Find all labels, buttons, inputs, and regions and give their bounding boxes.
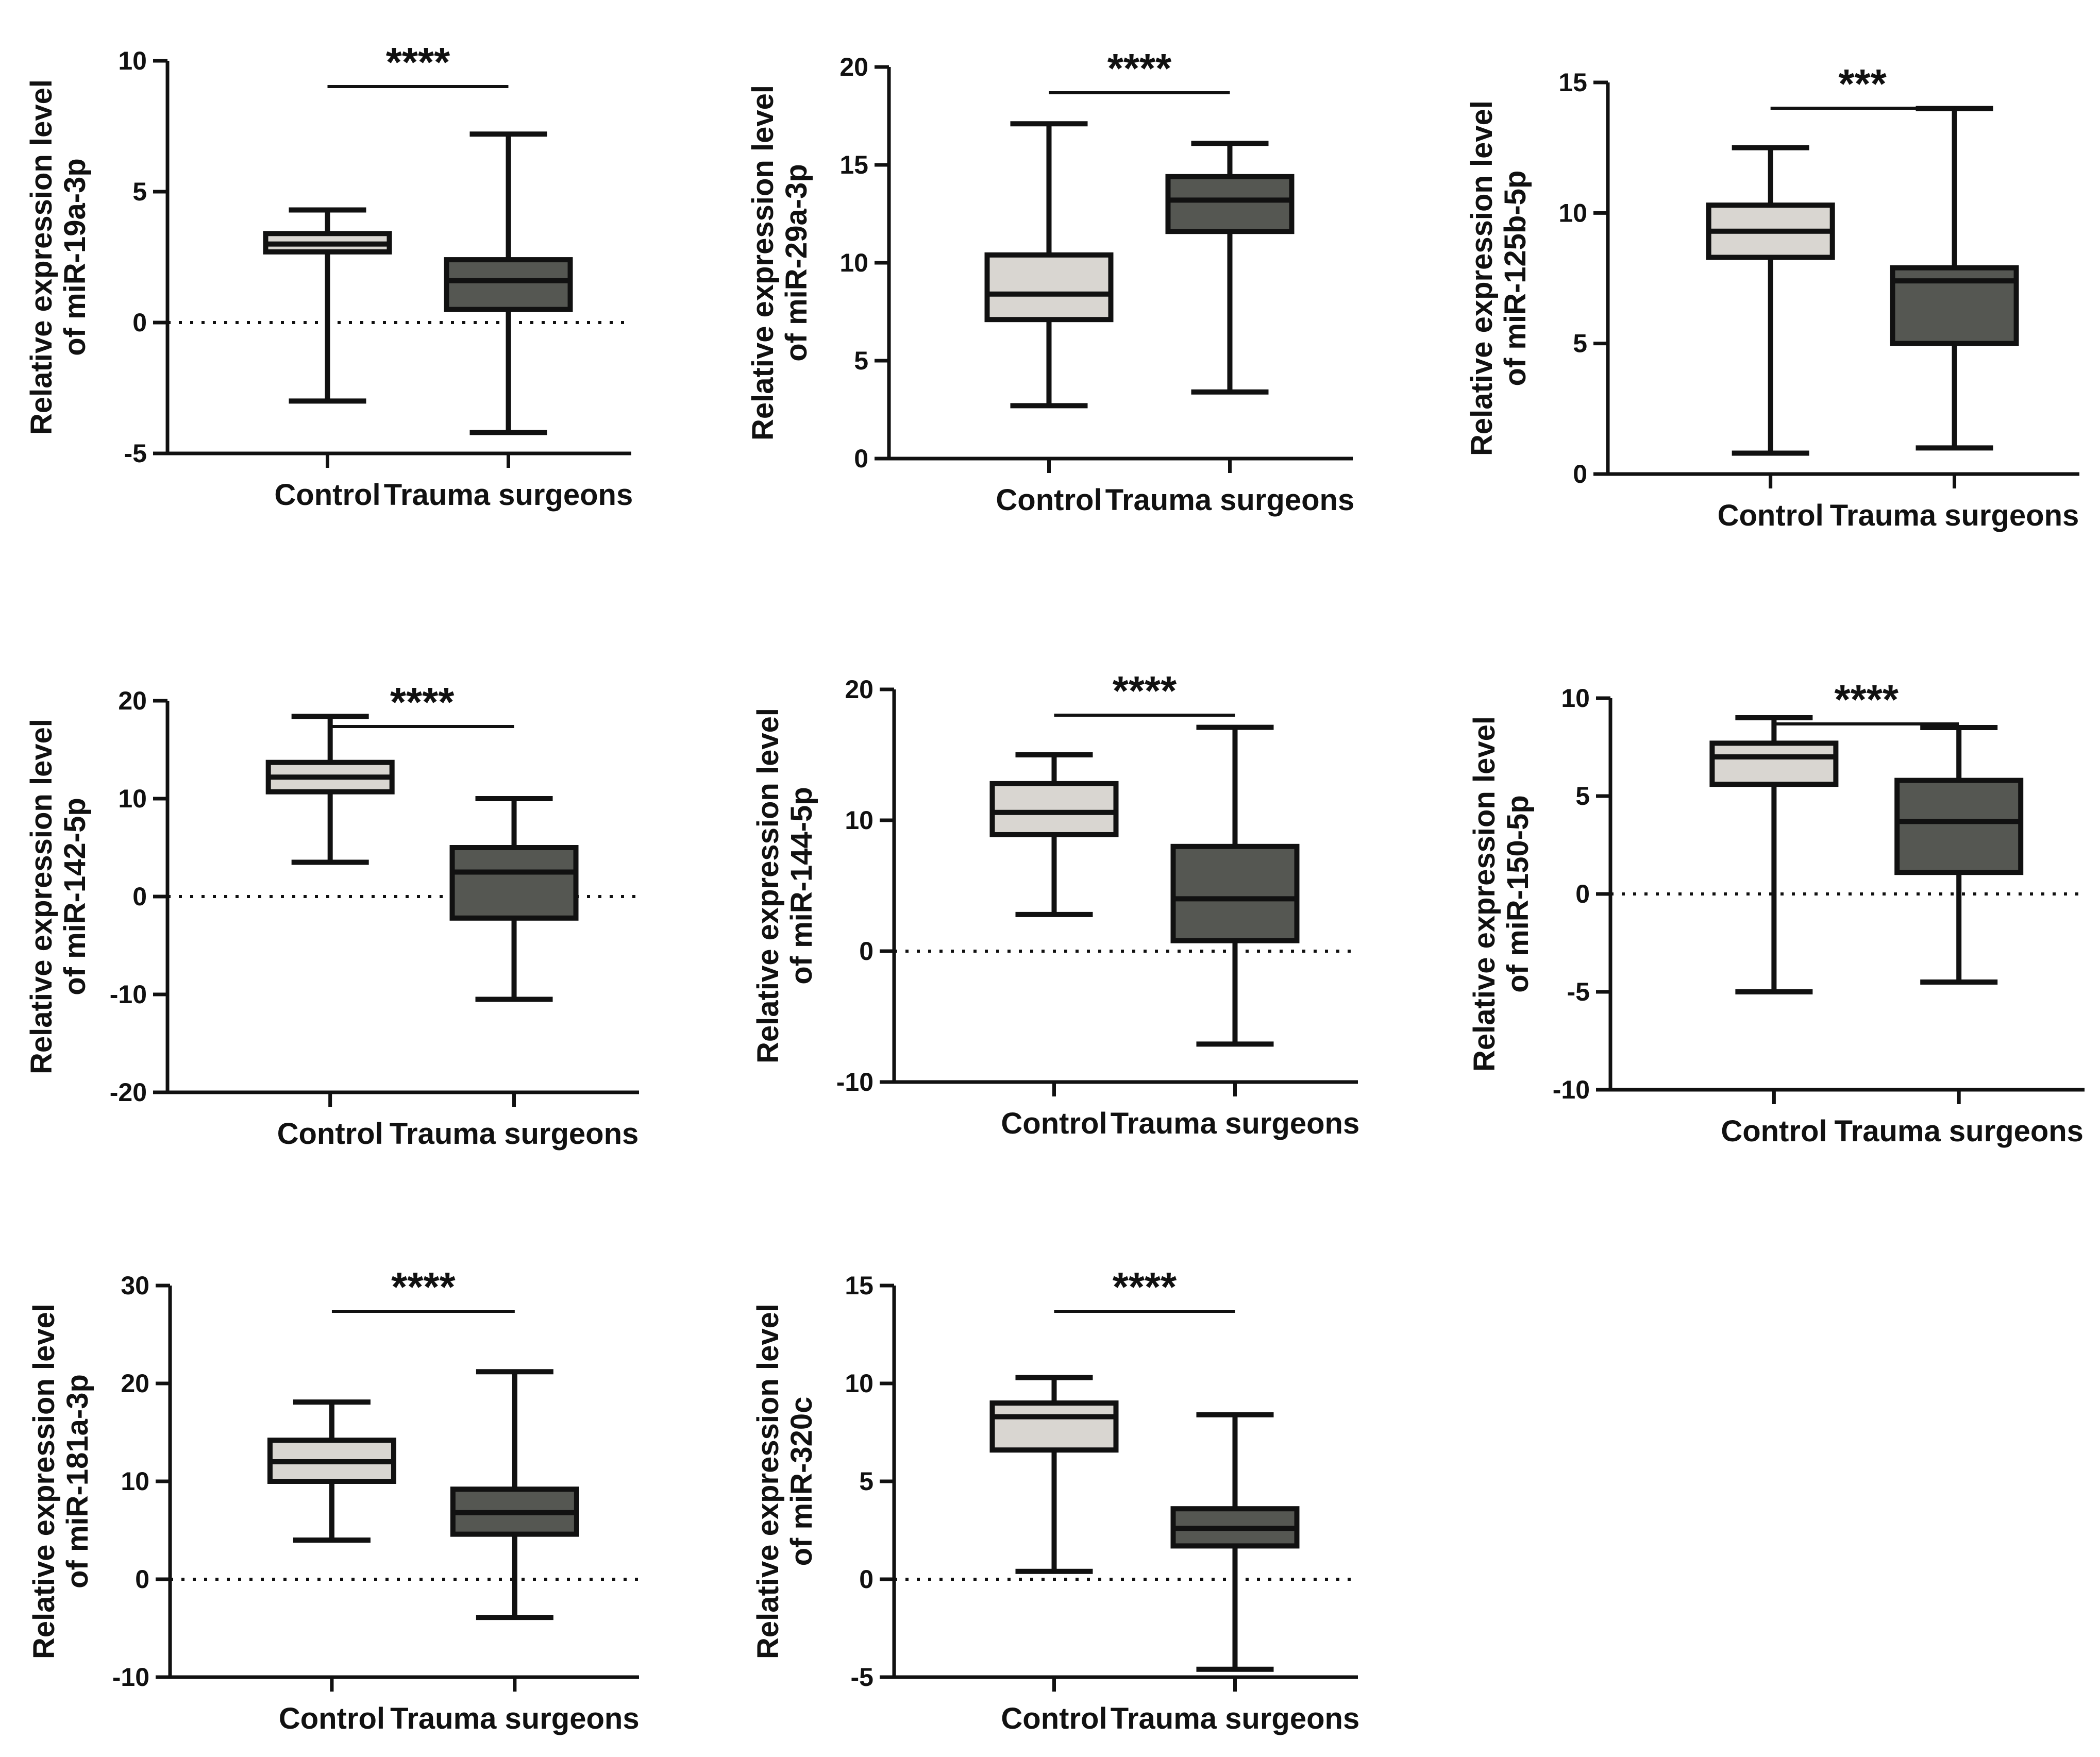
y-tick-label: 5 bbox=[854, 346, 868, 375]
y-axis-title-line2: of miR-29a-3p bbox=[780, 164, 813, 362]
x-category-label: Control bbox=[1001, 1107, 1107, 1140]
y-tick-label: -5 bbox=[124, 439, 147, 468]
y-tick-label: 20 bbox=[845, 675, 873, 704]
y-tick-label: 0 bbox=[859, 937, 873, 966]
significance-stars: **** bbox=[391, 1264, 456, 1310]
iqr-box bbox=[449, 845, 579, 921]
x-category-label: Control bbox=[279, 1702, 385, 1735]
x-category-label: Control bbox=[274, 478, 380, 512]
y-tick-label: 10 bbox=[845, 806, 873, 835]
y-axis-title-line1: Relative expression level bbox=[25, 79, 58, 435]
y-tick-label: 0 bbox=[1575, 880, 1590, 908]
significance-stars: **** bbox=[1113, 1264, 1177, 1310]
y-tick-label: 10 bbox=[845, 1369, 873, 1398]
panel-miR-320c: -5 0 5 10 15 Control Trauma surgeons Relative e… bbox=[751, 1264, 1359, 1735]
iqr-box bbox=[1170, 843, 1300, 943]
significance-stars: **** bbox=[1835, 677, 1899, 722]
y-tick-label: 0 bbox=[135, 1565, 149, 1594]
y-tick-label: 10 bbox=[118, 784, 147, 813]
x-category-label: Trauma surgeons bbox=[1111, 1702, 1359, 1735]
y-axis-title-line2: of miR-125b-5p bbox=[1499, 171, 1532, 386]
x-category-label: Trauma surgeons bbox=[1830, 499, 2079, 532]
y-axis-title-line1: Relative expression level bbox=[751, 1304, 785, 1659]
y-tick-label: 10 bbox=[839, 248, 868, 277]
iqr-box bbox=[989, 1400, 1119, 1453]
panel-miR-125b-5p: 0 5 10 15 Control Trauma surgeons Relative exp… bbox=[1465, 61, 2079, 532]
y-tick-label: -20 bbox=[110, 1078, 147, 1107]
y-tick-label: 20 bbox=[121, 1369, 149, 1398]
panel-miR-144-5p: -10 0 10 20 Control Trauma surgeons Relative e… bbox=[751, 668, 1359, 1140]
y-tick-label: 20 bbox=[839, 53, 868, 81]
y-tick-label: 5 bbox=[859, 1467, 873, 1496]
y-tick-label: 10 bbox=[1558, 198, 1587, 227]
y-tick-label: 20 bbox=[118, 686, 147, 715]
y-axis-title-line1: Relative expression level bbox=[27, 1304, 61, 1659]
significance-stars: **** bbox=[1107, 45, 1172, 91]
panel-miR-150-5p: -10 -5 0 5 10 Control Trauma surgeons Relative … bbox=[1468, 677, 2085, 1148]
panel-miR-142-5p: -20 -10 0 10 20 Control Trauma surgeons Relativ… bbox=[25, 679, 639, 1151]
y-tick-label: -10 bbox=[110, 980, 147, 1009]
y-axis-title-line1: Relative expression level bbox=[1465, 100, 1499, 456]
y-tick-label: -10 bbox=[1553, 1075, 1590, 1104]
significance-stars: *** bbox=[1838, 61, 1887, 107]
y-tick-label: 5 bbox=[1575, 782, 1590, 810]
y-tick-label: 0 bbox=[1573, 460, 1587, 488]
iqr-box bbox=[444, 257, 573, 312]
significance-stars: **** bbox=[386, 39, 450, 85]
x-category-label: Control bbox=[1721, 1114, 1827, 1148]
x-category-label: Trauma surgeons bbox=[390, 1702, 639, 1735]
y-axis-title-line2: of miR-19a-3p bbox=[58, 158, 92, 356]
y-tick-label: 10 bbox=[121, 1467, 149, 1496]
x-category-label: Control bbox=[277, 1117, 383, 1151]
y-axis-title-line2: of miR-144-5p bbox=[785, 787, 818, 985]
iqr-box bbox=[1894, 778, 2024, 875]
iqr-box bbox=[1709, 740, 1839, 787]
y-axis-title-line2: of miR-181a-3p bbox=[61, 1374, 94, 1589]
x-category-label: Control bbox=[1001, 1702, 1107, 1735]
iqr-box bbox=[984, 252, 1114, 323]
y-tick-label: 15 bbox=[839, 150, 868, 179]
y-tick-label: 15 bbox=[845, 1271, 873, 1300]
y-tick-label: -10 bbox=[112, 1663, 149, 1692]
x-category-label: Control bbox=[996, 483, 1102, 517]
y-axis-title-line1: Relative expression level bbox=[751, 708, 785, 1063]
y-tick-label: 0 bbox=[132, 308, 147, 337]
y-tick-label: 0 bbox=[859, 1565, 873, 1594]
x-category-label: Trauma surgeons bbox=[384, 478, 633, 512]
y-tick-label: 15 bbox=[1558, 68, 1587, 97]
y-tick-label: 5 bbox=[1573, 329, 1587, 358]
panel-miR-181a-3p: -10 0 10 20 30 Control Trauma surgeons Relative… bbox=[27, 1264, 640, 1735]
y-tick-label: 10 bbox=[1561, 684, 1590, 713]
significance-stars: **** bbox=[1113, 668, 1177, 714]
y-tick-label: 5 bbox=[132, 177, 147, 206]
x-category-label: Trauma surgeons bbox=[1111, 1107, 1359, 1140]
y-tick-label: -5 bbox=[1567, 977, 1590, 1006]
panel-miR-19a-3p: -5 0 5 10 Control Trauma surgeons Relative exp… bbox=[25, 39, 633, 512]
x-category-label: Trauma surgeons bbox=[1105, 483, 1354, 517]
y-axis-title-line2: of miR-320c bbox=[785, 1397, 818, 1566]
iqr-box bbox=[989, 781, 1119, 837]
x-category-label: Control bbox=[1718, 499, 1824, 532]
iqr-box bbox=[1165, 174, 1295, 234]
x-category-label: Trauma surgeons bbox=[390, 1117, 639, 1151]
y-tick-label: 0 bbox=[132, 882, 147, 911]
y-axis-title-line2: of miR-150-5p bbox=[1501, 795, 1535, 993]
y-tick-label: 30 bbox=[121, 1271, 149, 1300]
y-tick-label: 10 bbox=[118, 46, 147, 75]
y-tick-label: 0 bbox=[854, 444, 868, 473]
y-axis-title-line1: Relative expression level bbox=[1468, 716, 1501, 1072]
y-axis-title-line1: Relative expression level bbox=[746, 85, 780, 441]
y-axis-title-line2: of miR-142-5p bbox=[58, 798, 92, 995]
y-axis-title-line1: Relative expression level bbox=[25, 719, 58, 1074]
x-category-label: Trauma surgeons bbox=[1834, 1114, 2083, 1148]
y-tick-label: -10 bbox=[836, 1068, 873, 1096]
panel-miR-29a-3p: 0 5 10 15 20 Control Trauma surgeons Relative e… bbox=[746, 45, 1354, 517]
y-tick-label: -5 bbox=[851, 1663, 873, 1692]
significance-stars: **** bbox=[390, 679, 455, 725]
